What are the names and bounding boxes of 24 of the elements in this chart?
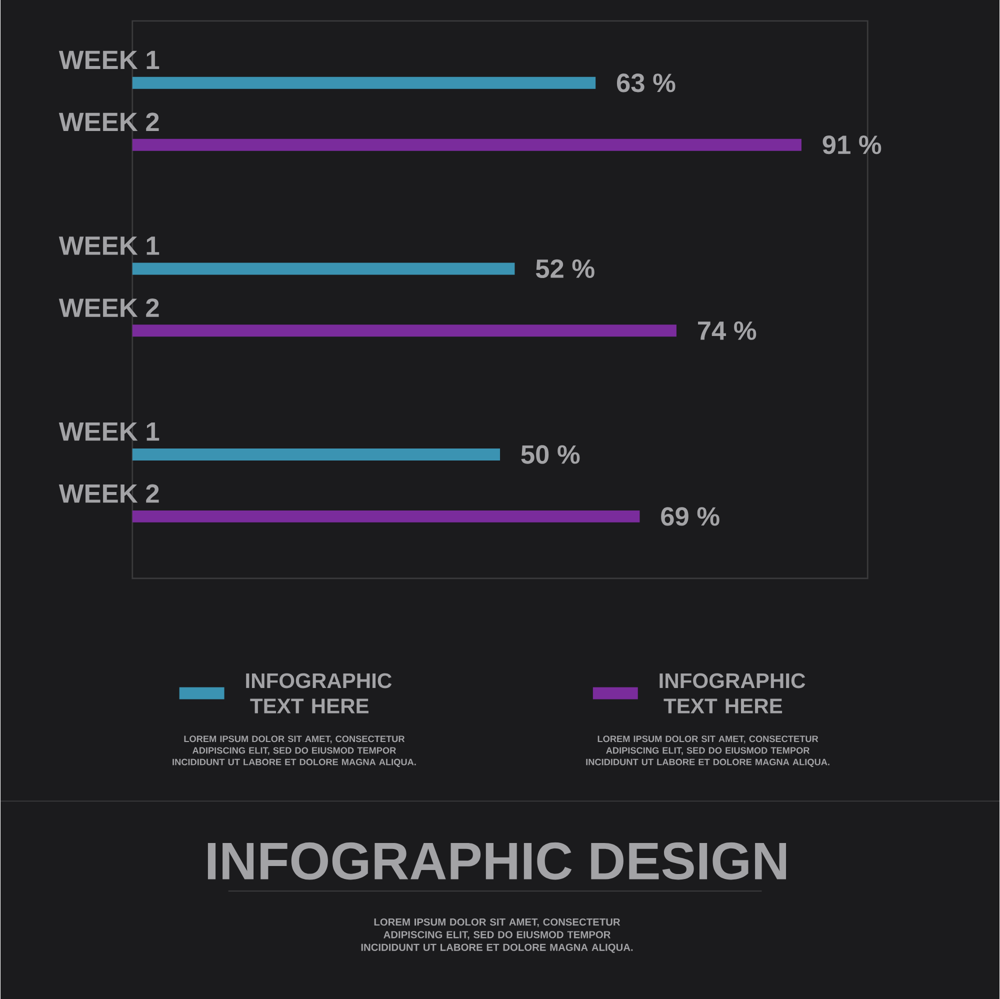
text: INFOGRAPHIC DESIGN <box>208 842 786 880</box>
y-tick-label: WEEK 1 <box>58 236 160 255</box>
bar <box>132 76 596 89</box>
data-label: 52 % <box>536 259 594 278</box>
legend-label: INFOGRAPHIC TEXT HERE <box>246 673 392 714</box>
legend-label: INFOGRAPHIC TEXT HERE <box>660 673 806 714</box>
bar <box>132 262 515 275</box>
y-tick-label: WEEK 1 <box>58 422 160 441</box>
data-label: 69 % <box>661 507 720 526</box>
y-tick-label: WEEK 2 <box>58 484 159 503</box>
y-tick-label: WEEK 1 <box>58 50 160 70</box>
y-tick-label: WEEK 2 <box>58 112 159 132</box>
data-label: 63 % <box>616 74 676 92</box>
bar <box>132 448 500 461</box>
data-label: 91 % <box>822 136 882 154</box>
bar <box>132 510 640 522</box>
text: LOREM IPSUM DOLOR SIT AMET, CONSECTETUR ADIPISCING ELIT, SED DO EIUSMOD TEMPOR INCIDIDUNT UT LABORE ET DOLORE MAGNA ALIQUA. <box>172 736 416 768</box>
bar <box>132 138 802 151</box>
y-tick-label: WEEK 2 <box>58 298 159 317</box>
data-label: 50 % <box>521 445 580 464</box>
data-label: 74 % <box>698 321 756 340</box>
text: LOREM IPSUM DOLOR SIT AMET, CONSECTETUR ADIPISCING ELIT, SED DO EIUSMOD TEMPOR INCIDIDUNT UT LABORE ET DOLORE MAGNA ALIQUA. <box>586 736 830 768</box>
text: LOREM IPSUM DOLOR SIT AMET, CONSECTETUR ADIPISCING ELIT, SED DO EIUSMOD TEMPOR INCIDIDUNT UT LABORE ET DOLORE MAGNA ALIQUA. <box>361 918 633 953</box>
bar <box>132 324 676 337</box>
